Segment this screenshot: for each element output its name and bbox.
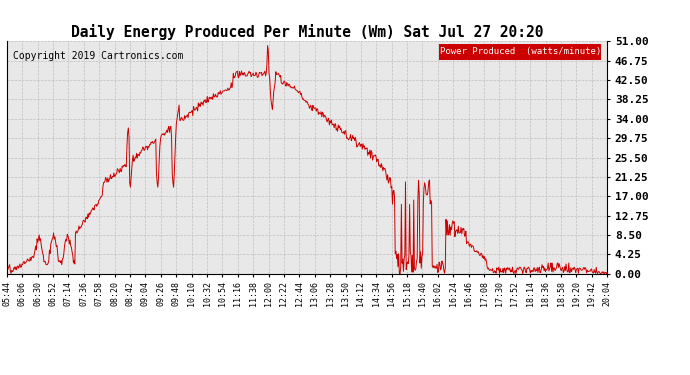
Text: Copyright 2019 Cartronics.com: Copyright 2019 Cartronics.com (13, 51, 184, 60)
Title: Daily Energy Produced Per Minute (Wm) Sat Jul 27 20:20: Daily Energy Produced Per Minute (Wm) Sa… (71, 24, 543, 40)
